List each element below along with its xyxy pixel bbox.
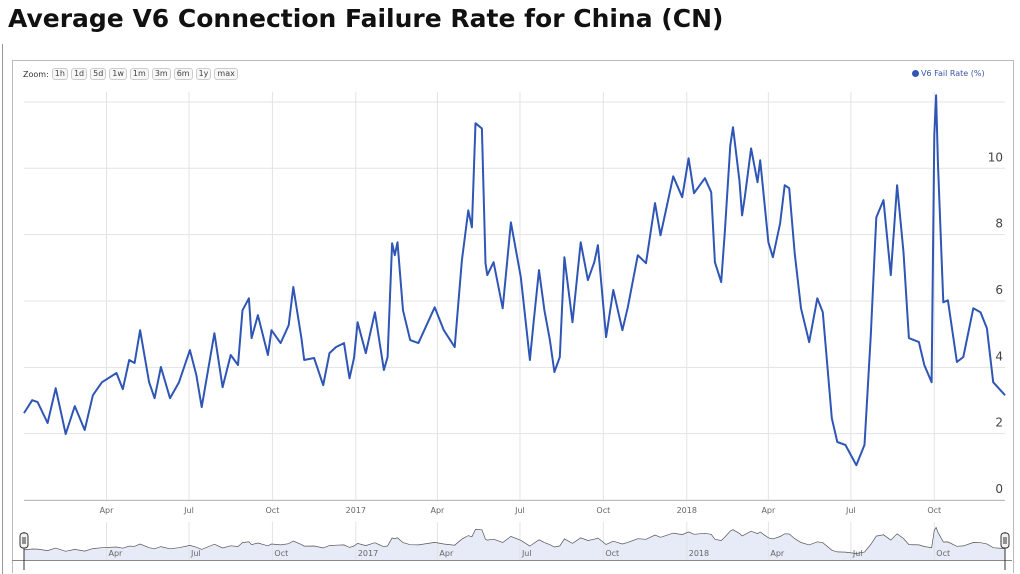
x-tick-label: Apr — [761, 506, 776, 515]
handle-grip-icon — [1000, 532, 1010, 549]
navigator-right-handle[interactable] — [1000, 532, 1010, 570]
x-tick-label: Oct — [927, 506, 941, 515]
navigator-tick-label: Oct — [274, 549, 288, 558]
page-title: Average V6 Connection Failure Rate for C… — [8, 4, 724, 33]
zoom-selector: Zoom: 1h 1d 5d 1w 1m 3m 6m 1y max — [23, 68, 238, 80]
page-left-border — [2, 44, 3, 574]
x-tick-label: 2018 — [677, 506, 697, 515]
navigator-left-handle[interactable] — [19, 532, 29, 570]
zoom-button-1d[interactable]: 1d — [70, 68, 88, 80]
zoom-button-1h[interactable]: 1h — [51, 68, 68, 80]
x-tick-label: 2017 — [346, 506, 366, 515]
navigator-tick-label: 2017 — [358, 549, 378, 558]
y-tick-label: 8 — [995, 217, 1003, 231]
zoom-button-6m[interactable]: 6m — [173, 68, 193, 80]
zoom-button-5d[interactable]: 5d — [90, 68, 107, 80]
x-tick-label: Oct — [266, 506, 280, 515]
zoom-button-3m[interactable]: 3m — [151, 68, 171, 80]
y-tick-label: 2 — [995, 416, 1003, 430]
navigator-tick-label: Apr — [109, 549, 124, 558]
chart-frame — [12, 60, 1014, 573]
zoom-label: Zoom: — [23, 69, 49, 79]
y-tick-label: 0 — [995, 482, 1003, 496]
x-tick-label: Jul — [514, 506, 525, 515]
navigator-tick-label: Oct — [605, 549, 619, 558]
x-tick-label: Apr — [100, 506, 115, 515]
x-tick-label: Oct — [596, 506, 610, 515]
x-tick-label: Jul — [845, 506, 856, 515]
navigator-tick-label: Jul — [521, 549, 532, 558]
navigator-tick-label: Apr — [770, 549, 785, 558]
navigator-tick-label: 2018 — [689, 549, 709, 558]
x-tick-label: Jul — [183, 506, 194, 515]
zoom-button-1w[interactable]: 1w — [109, 68, 127, 80]
zoom-button-1y[interactable]: 1y — [195, 68, 212, 80]
y-tick-label: 4 — [995, 349, 1003, 363]
navigator-tick-label: Jul — [190, 549, 201, 558]
navigator-series-line — [23, 526, 1006, 554]
legend-item[interactable]: V6 Fail Rate (%) — [912, 69, 985, 78]
y-tick-label: 10 — [988, 150, 1003, 164]
handle-grip-icon — [19, 532, 29, 549]
series-line-v6-fail-rate — [23, 94, 1006, 467]
zoom-button-max[interactable]: max — [214, 68, 238, 80]
navigator-tick-label: Oct — [936, 549, 950, 558]
zoom-button-1m[interactable]: 1m — [129, 68, 149, 80]
navigator-area — [24, 527, 1005, 560]
y-tick-label: 6 — [995, 283, 1003, 297]
x-tick-label: Apr — [431, 506, 446, 515]
legend-marker-icon — [912, 70, 919, 77]
navigator-tick-label: Apr — [439, 549, 454, 558]
legend-label: V6 Fail Rate (%) — [921, 69, 985, 78]
